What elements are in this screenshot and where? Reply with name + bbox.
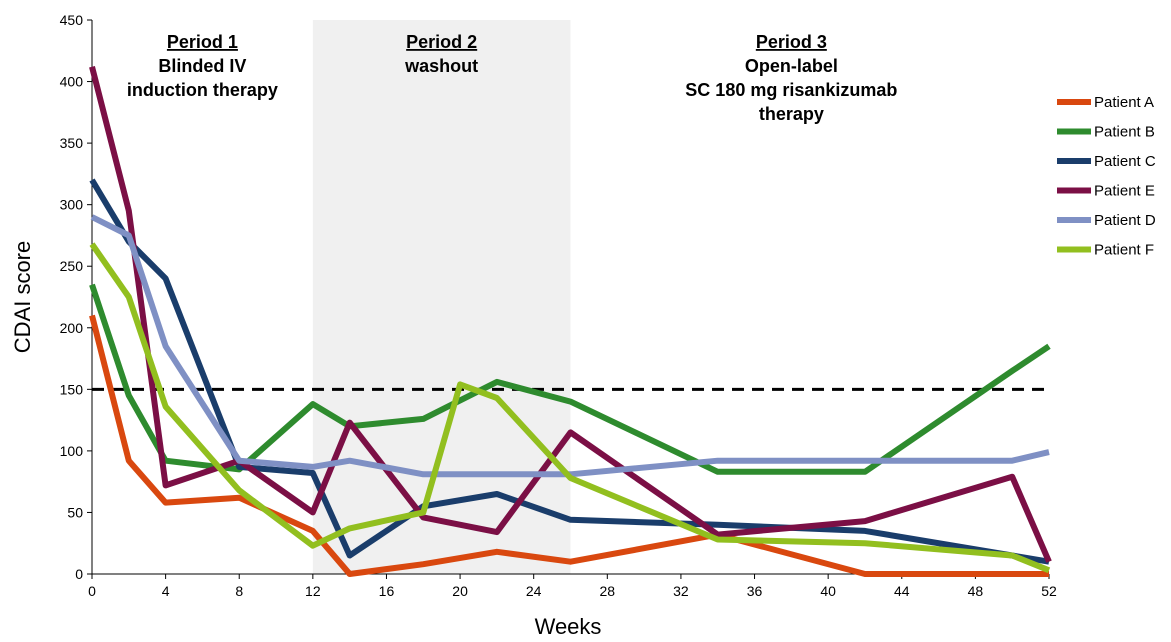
legend-label: Patient D xyxy=(1094,212,1156,229)
legend-label: Patient F xyxy=(1094,242,1154,259)
x-axis-title: Weeks xyxy=(535,614,602,639)
series-line-patient-b xyxy=(89,283,1051,475)
y-axis-title: CDAI score xyxy=(10,241,35,353)
period-title-3: Period 3 xyxy=(756,32,827,52)
x-tick-label: 36 xyxy=(747,583,763,599)
washout-shaded-region xyxy=(312,20,571,574)
x-tick-label: 40 xyxy=(820,583,836,599)
period-3-label-line: SC 180 mg risankizumab xyxy=(685,80,897,100)
series-line-patient-f xyxy=(89,242,1051,574)
x-tick-label: 20 xyxy=(452,583,468,599)
x-tick-label: 0 xyxy=(88,583,96,599)
x-tick-label: 16 xyxy=(379,583,395,599)
period-3-label-line: therapy xyxy=(759,104,824,124)
y-tick-label: 350 xyxy=(60,135,84,151)
legend-label: Patient A xyxy=(1094,94,1154,111)
y-tick-label: 250 xyxy=(60,258,84,274)
y-tick-label: 200 xyxy=(60,320,84,336)
series-line-patient-d xyxy=(90,214,1050,478)
y-tick-label: 300 xyxy=(60,197,84,213)
x-tick-label: 8 xyxy=(235,583,243,599)
x-tick-label: 4 xyxy=(162,583,170,599)
period-title-1: Period 1 xyxy=(167,32,238,52)
x-tick-label: 28 xyxy=(600,583,616,599)
period-1-label-line: induction therapy xyxy=(127,80,278,100)
series-line-patient-e xyxy=(89,66,1052,563)
legend-label: Patient E xyxy=(1094,183,1155,200)
series-line-patient-a xyxy=(89,314,1049,577)
period-title-2: Period 2 xyxy=(406,32,477,52)
x-tick-label: 24 xyxy=(526,583,542,599)
x-tick-label: 44 xyxy=(894,583,910,599)
x-tick-label: 48 xyxy=(968,583,984,599)
y-tick-label: 400 xyxy=(60,74,84,90)
x-tick-label: 12 xyxy=(305,583,321,599)
x-tick-label: 52 xyxy=(1041,583,1057,599)
y-tick-label: 0 xyxy=(75,566,83,582)
period-1-label-line: Blinded IV xyxy=(158,56,246,76)
legend-label: Patient B xyxy=(1094,124,1155,141)
y-tick-label: 150 xyxy=(60,381,84,397)
legend-label: Patient C xyxy=(1094,153,1156,170)
y-tick-label: 100 xyxy=(60,443,84,459)
x-tick-label: 32 xyxy=(673,583,689,599)
period-3-label-line: Open-label xyxy=(745,56,838,76)
y-tick-label: 50 xyxy=(67,504,83,520)
period-2-label-line: washout xyxy=(404,56,478,76)
y-tick-label: 450 xyxy=(60,12,84,28)
